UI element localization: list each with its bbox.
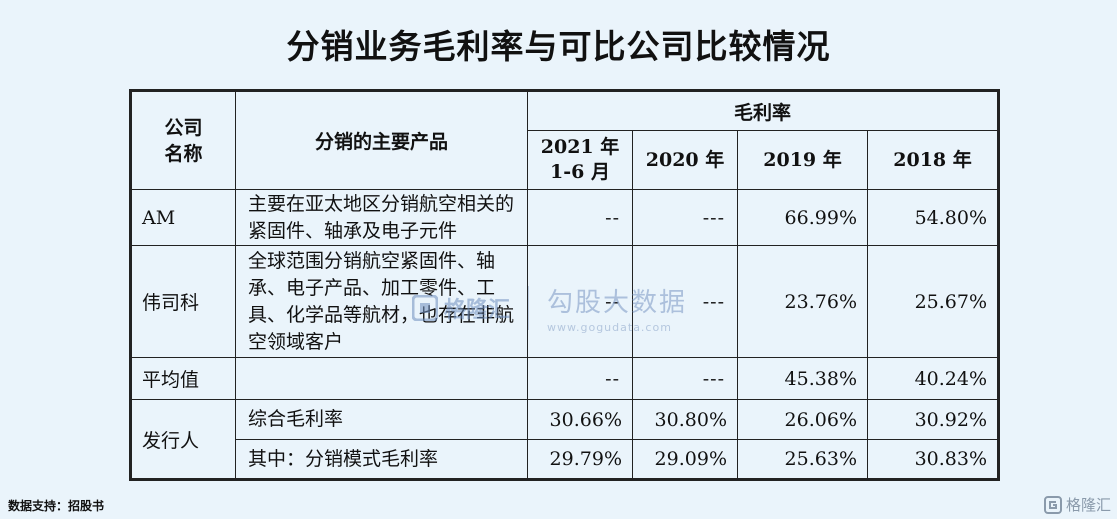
- value-cell: 26.06%: [737, 399, 868, 440]
- value-cell: 25.63%: [737, 439, 868, 480]
- products-cell: [235, 357, 528, 400]
- table-row: 平均值 -- --- 45.38% 40.24%: [130, 357, 1000, 400]
- header-year-2018: 2018 年: [866, 130, 1000, 190]
- value-cell: 54.80%: [866, 189, 1000, 246]
- products-cell: 其中：分销模式毛利率: [235, 439, 528, 480]
- table-row: AM 主要在亚太地区分销航空相关的紧固件、轴承及电子元件 -- --- 66.9…: [130, 189, 1000, 246]
- value-cell: 45.38%: [737, 357, 868, 400]
- value-cell: 30.83%: [866, 439, 1000, 480]
- header-year-2019: 2019 年: [737, 130, 868, 190]
- comparison-table: 公司 名称 分销的主要产品 毛利率 2021 年 1-6 月 2020 年 20…: [129, 89, 1001, 481]
- company-name: 发行人: [130, 399, 236, 480]
- header-products: 分销的主要产品: [235, 90, 528, 190]
- corner-logo-text: 格隆汇: [1066, 496, 1112, 514]
- table-row: 伟司科 全球范围分销航空紧固件、轴承、电子产品、加工零件、工具、化学品等航材，也…: [130, 245, 1000, 358]
- value-cell: ---: [632, 245, 738, 358]
- value-cell: 30.80%: [632, 399, 738, 440]
- header-year-2020: 2020 年: [632, 130, 738, 190]
- value-cell: 66.99%: [737, 189, 868, 246]
- company-name: 平均值: [130, 357, 236, 400]
- company-name: AM: [130, 189, 236, 246]
- products-cell: 综合毛利率: [235, 399, 528, 440]
- value-cell: 23.76%: [737, 245, 868, 358]
- value-cell: --: [527, 245, 633, 358]
- corner-logo: 格隆汇: [1044, 494, 1111, 515]
- value-cell: 40.24%: [866, 357, 1000, 400]
- company-name: 伟司科: [130, 245, 236, 358]
- table-row: 其中：分销模式毛利率 29.79% 29.09% 25.63% 30.83%: [131, 439, 1000, 480]
- header-company: 公司 名称: [130, 90, 236, 190]
- header-year-2021h1: 2021 年 1-6 月: [527, 130, 633, 190]
- value-cell: 30.66%: [527, 399, 633, 440]
- source-note: 数据支持：招股书: [8, 499, 105, 513]
- header-margin-group: 毛利率: [526, 90, 1000, 131]
- value-cell: --: [527, 189, 633, 246]
- page-title: 分销业务毛利率与可比公司比较情况: [286, 27, 831, 66]
- value-cell: 30.92%: [866, 399, 1000, 440]
- value-cell: 25.67%: [866, 245, 1000, 358]
- value-cell: --: [527, 357, 633, 400]
- table-row: 发行人 综合毛利率 30.66% 30.80% 26.06% 30.92%: [130, 399, 1000, 480]
- value-cell: ---: [632, 189, 738, 246]
- products-cell: 主要在亚太地区分销航空相关的紧固件、轴承及电子元件: [235, 189, 528, 246]
- value-cell: 29.09%: [632, 439, 738, 480]
- products-cell: 全球范围分销航空紧固件、轴承、电子产品、加工零件、工具、化学品等航材，也存在非航…: [235, 245, 528, 358]
- value-cell: 29.79%: [527, 439, 633, 480]
- value-cell: ---: [632, 357, 738, 400]
- brand-logo-icon: [1044, 495, 1062, 514]
